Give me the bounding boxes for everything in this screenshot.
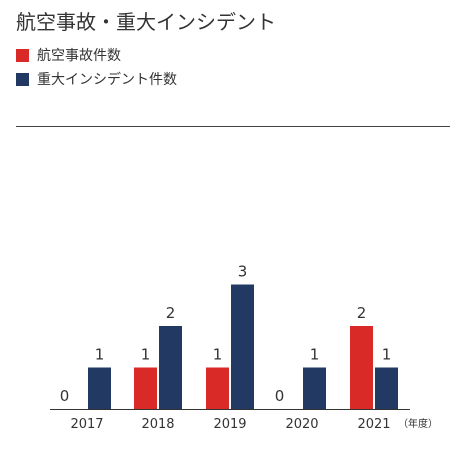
- legend-item-incidents: 重大インシデント件数: [16, 68, 177, 90]
- legend-swatch-accidents: [16, 48, 29, 62]
- x-tick-label-2020: 2020: [285, 417, 318, 432]
- x-tick-label-2018: 2018: [141, 417, 174, 432]
- x-tick-label-2017: 2017: [70, 417, 103, 432]
- bar-incidents-2018: [159, 326, 182, 409]
- data-label-incidents-2019: 3: [238, 263, 248, 281]
- x-tick-label-2021: 2021: [357, 417, 390, 432]
- divider-rule: [16, 126, 450, 127]
- bar-accidents-2021: [350, 326, 373, 409]
- data-label-incidents-2018: 2: [166, 304, 176, 322]
- legend: 航空事故件数 重大インシデント件数: [16, 44, 177, 92]
- data-label-incidents-2020: 1: [310, 346, 320, 364]
- bar-incidents-2019: [231, 284, 254, 409]
- legend-label-accidents: 航空事故件数: [37, 48, 121, 64]
- data-label-accidents-2018: 1: [141, 346, 151, 364]
- bar-incidents-2017: [88, 367, 111, 409]
- bar-accidents-2018: [134, 367, 157, 409]
- bar-incidents-2021: [375, 367, 398, 409]
- data-label-accidents-2021: 2: [357, 304, 367, 322]
- bar-accidents-2019: [206, 367, 229, 409]
- data-label-accidents-2017: 0: [60, 387, 70, 405]
- legend-swatch-incidents: [16, 72, 29, 86]
- x-tick-label-2019: 2019: [213, 417, 246, 432]
- data-label-accidents-2019: 1: [213, 346, 223, 364]
- legend-item-accidents: 航空事故件数: [16, 44, 177, 66]
- data-label-incidents-2021: 1: [382, 346, 392, 364]
- x-axis-unit-label: （年度）: [398, 417, 438, 430]
- data-label-accidents-2020: 0: [275, 387, 285, 405]
- chart-title: 航空事故・重大インシデント: [16, 10, 276, 34]
- legend-label-incidents: 重大インシデント件数: [37, 72, 177, 88]
- bar-incidents-2020: [303, 367, 326, 409]
- data-label-incidents-2017: 1: [95, 346, 105, 364]
